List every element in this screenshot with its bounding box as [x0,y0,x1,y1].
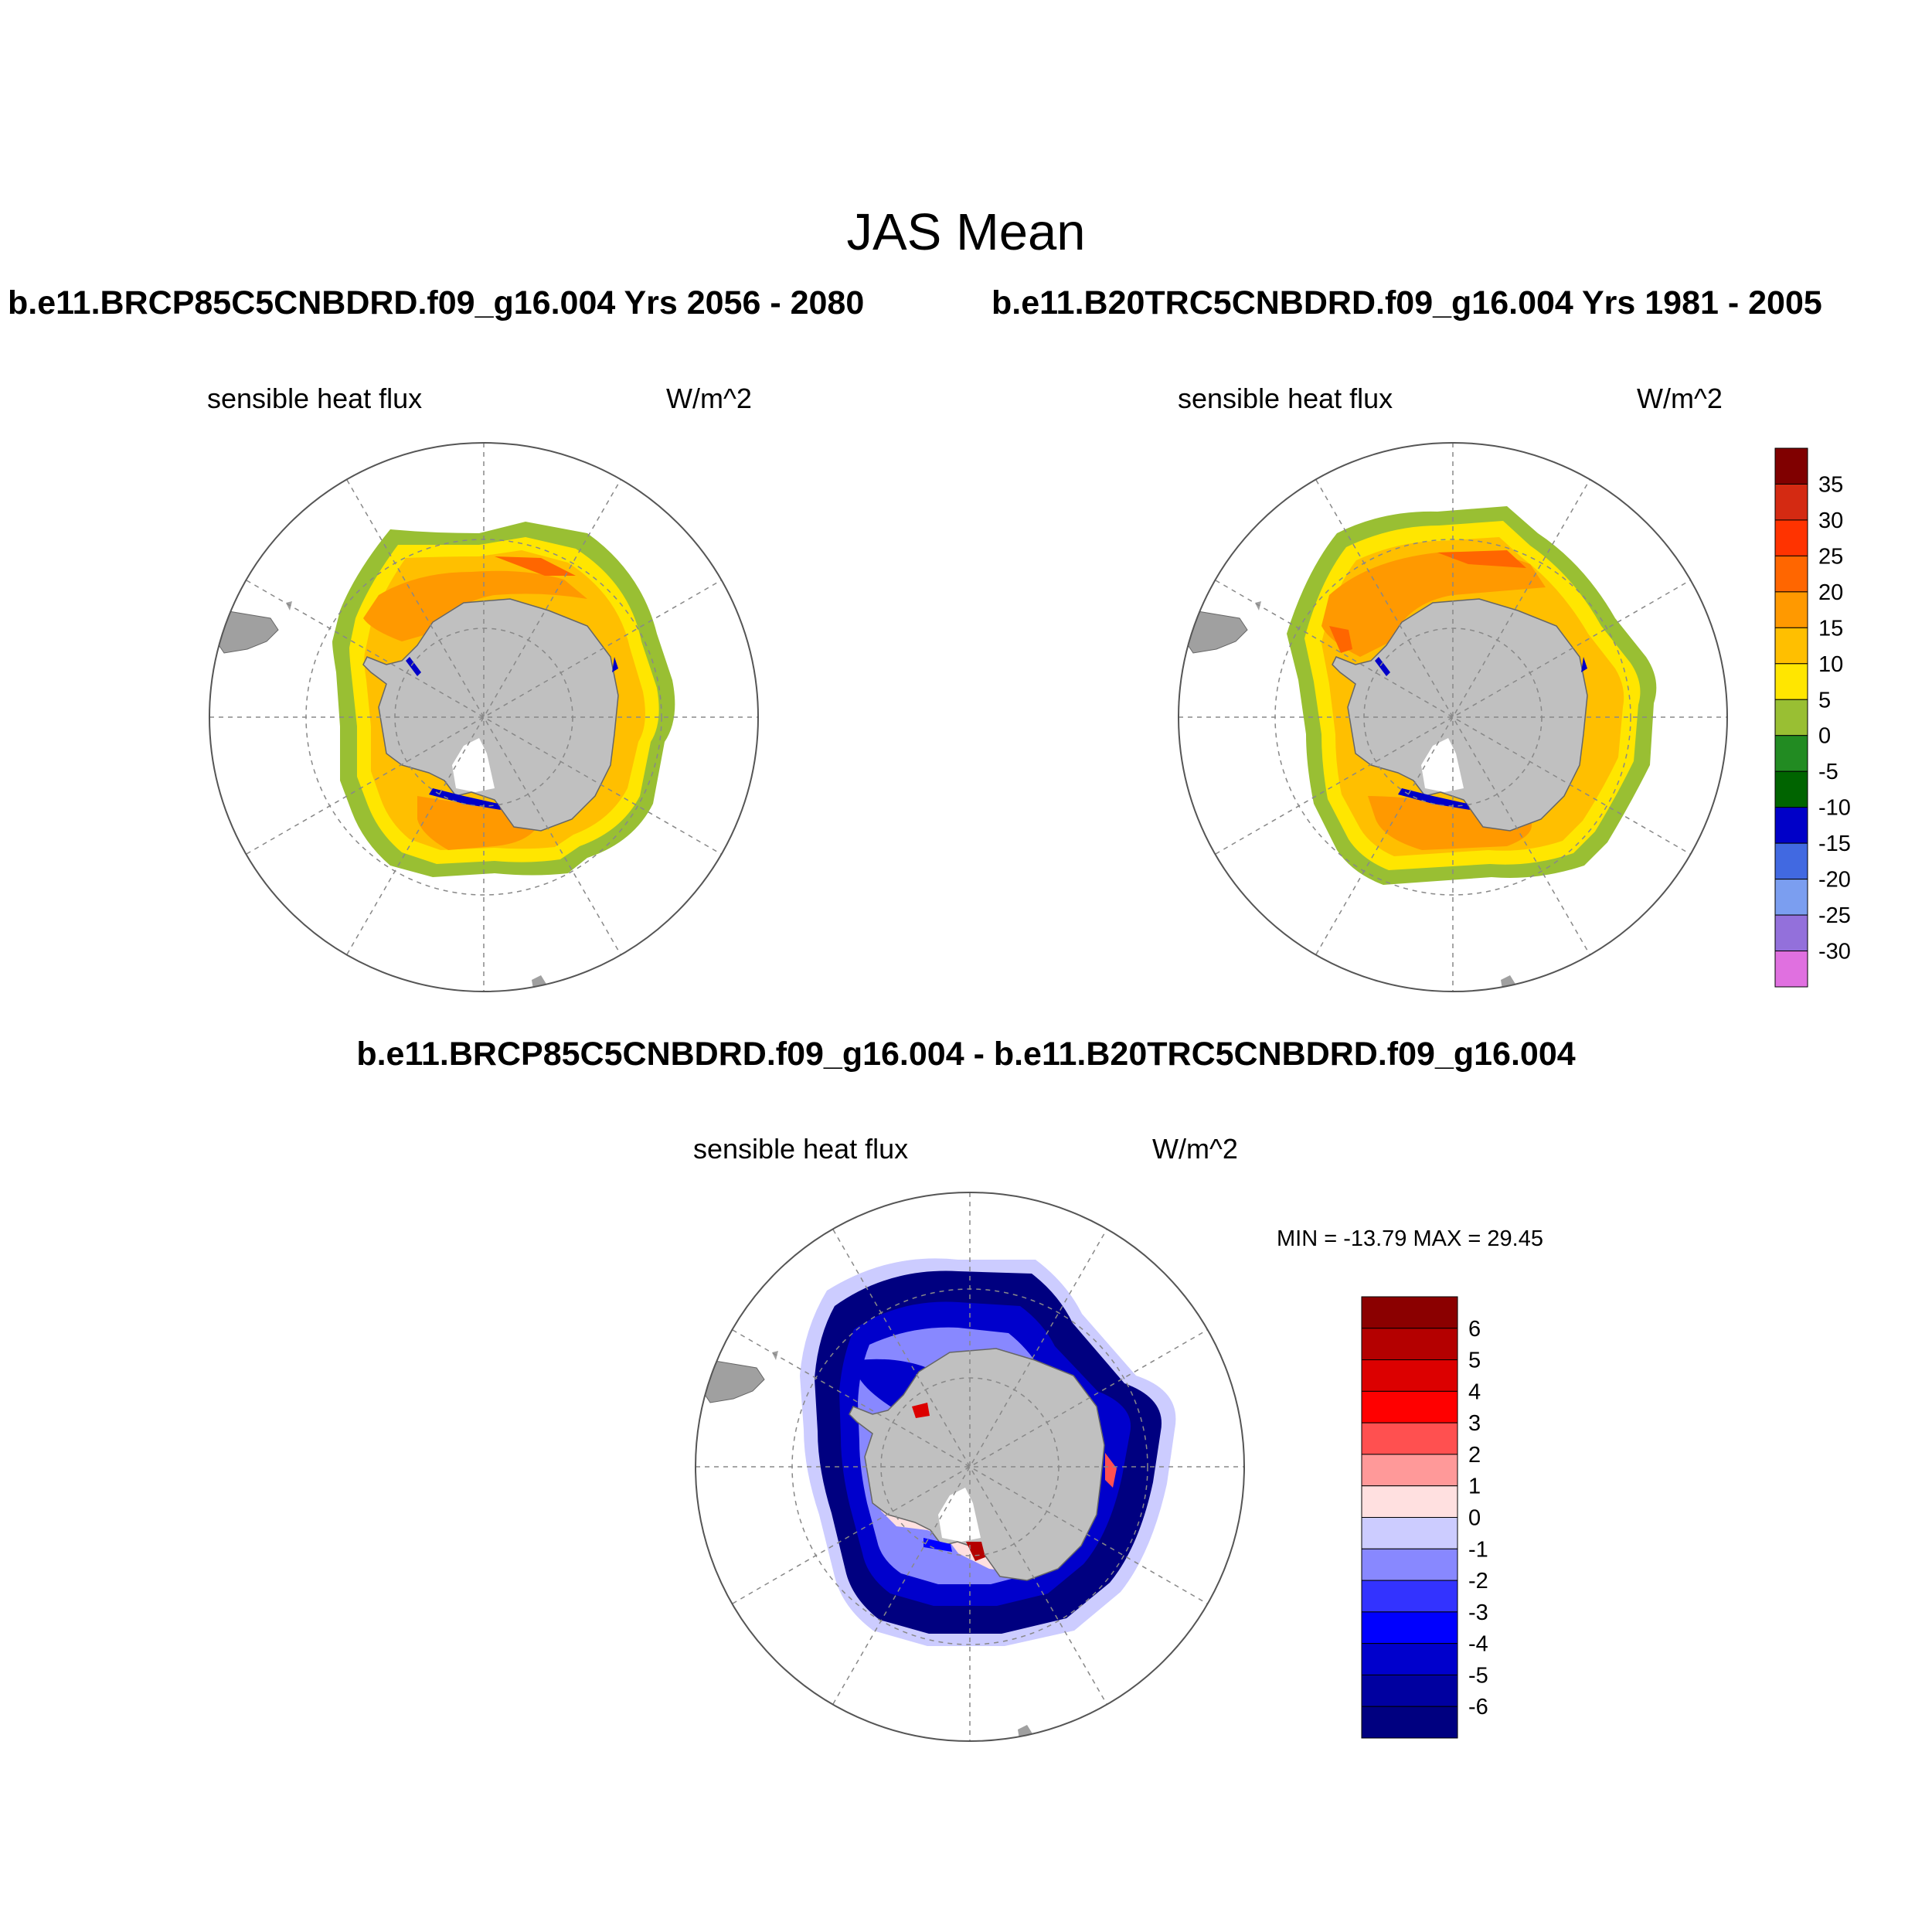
colorbar-diff-tick-label: 2 [1468,1443,1481,1468]
colorbar-mean-swatch [1774,879,1808,916]
colorbar-diff-swatch [1361,1390,1458,1423]
colorbar-mean-swatch [1774,735,1808,772]
colorbar-diff-tick-label: -3 [1468,1600,1488,1625]
colorbar-mean-tick-label: -20 [1818,868,1851,893]
colorbar-mean-tick-label: -25 [1818,903,1851,928]
panel2-units-label: W/m^2 [1637,383,1723,414]
colorbar-diff-tick-label: -2 [1468,1569,1488,1594]
colorbar-diff-swatch [1361,1359,1458,1392]
colorbar-diff-tick-label: 5 [1468,1349,1481,1373]
colorbar-mean-tick-label: -5 [1818,760,1838,784]
map1-gridlines [209,443,758,992]
flux-band-15to20-north [1321,552,1546,657]
colorbar-diff-swatch [1361,1328,1458,1361]
diff-red-weddell [912,1403,930,1418]
colorbar-mean-tick-label: -10 [1818,796,1851,821]
colorbar-mean-tick-label: 35 [1818,472,1843,497]
colorbar-mean-tick-label: 20 [1818,580,1843,605]
colorbar-diff-tick-label: 0 [1468,1506,1481,1531]
colorbar-mean-swatch [1774,555,1808,593]
colorbar-mean-swatch [1774,842,1808,880]
polar-map-future [209,443,758,992]
panel1-units-label: W/m^2 [666,383,752,414]
colorbar-mean-swatch [1774,591,1808,628]
colorbar-diff-tick-label: 6 [1468,1317,1481,1342]
figure-title: JAS Mean [846,203,1086,261]
polar-map-historical [1179,443,1727,992]
flux-band-15to20-north [363,570,587,641]
colorbar-diff-tick-label: -6 [1468,1695,1488,1719]
flux-band-15to20-south [1368,796,1532,850]
colorbar-diff-swatch [1361,1580,1458,1613]
colorbar-mean-tick-label: -30 [1818,940,1851,964]
colorbar-diff-swatch [1361,1611,1458,1645]
colorbar-mean-swatch [1774,770,1808,808]
difference-case-title: b.e11.BRCP85C5CNBDRD.f09_g16.004 - b.e11… [356,1036,1576,1073]
colorbar-mean-tick-label: 15 [1818,616,1843,641]
colorbar-mean-swatch [1774,807,1808,844]
colorbar-diff-swatch [1361,1454,1458,1487]
colorbar-mean-tick-label: -15 [1818,832,1851,856]
map3-boundary [695,1192,1245,1742]
colorbar-mean-tick-label: 0 [1818,724,1831,749]
colorbar-diff-tick-label: -4 [1468,1632,1488,1657]
colorbar-diff-tick-label: 3 [1468,1411,1481,1436]
diff-min-max-stats: MIN = -13.79 MAX = 29.45 [1277,1226,1543,1251]
colorbar-diff-swatch [1361,1674,1458,1707]
panel1-variable-label: sensible heat flux [207,383,423,414]
colorbar-mean-tick-label: 10 [1818,652,1843,677]
colorbar-mean-swatch [1774,447,1808,485]
colorbar-mean-tick-label: 30 [1818,509,1843,533]
colorbar-diff-tick-label: -1 [1468,1537,1488,1562]
antarctica-landmass [1332,598,1588,832]
colorbar-mean-tick-label: 25 [1818,544,1843,569]
diff-red-ross [966,1542,985,1561]
antarctica-landmass [362,598,619,832]
colorbar-diff-tick-label: 1 [1468,1475,1481,1499]
colorbar-mean-swatch [1774,951,1808,988]
colorbar-diff: 6 5 4 3 2 1 0 -1 -2 -3 -4 -5 -6 [1361,1296,1488,1739]
map3-gridlines [696,1192,1244,1741]
map1-boundary [209,442,759,992]
colorbar-diff-swatch [1361,1296,1458,1329]
map2-gridlines [1179,443,1727,992]
colorbar-diff-tick-label: -5 [1468,1663,1488,1688]
panel2-variable-label: sensible heat flux [1178,383,1393,414]
colorbar-diff-swatch [1361,1706,1458,1739]
colorbar-mean: 35 30 25 20 15 10 5 0 -5 -10 -15 -20 -25 -30 [1774,447,1851,988]
colorbar-diff-swatch [1361,1643,1458,1675]
colorbar-mean-swatch [1774,699,1808,736]
polar-map-difference [696,1192,1244,1741]
top-left-case-title: b.e11.BRCP85C5CNBDRD.f09_g16.004 Yrs 205… [8,284,865,321]
colorbar-diff-tick-label: 4 [1468,1379,1481,1404]
colorbar-mean-swatch [1774,483,1808,521]
colorbar-diff-swatch [1361,1517,1458,1549]
colorbar-mean-swatch [1774,627,1808,665]
colorbar-mean-swatch [1774,519,1808,556]
colorbar-diff-swatch [1361,1422,1458,1455]
colorbar-mean-swatch [1774,663,1808,700]
colorbar-diff-swatch [1361,1548,1458,1581]
top-right-case-title: b.e11.B20TRC5CNBDRD.f09_g16.004 Yrs 1981… [992,284,1822,321]
flux-band-20to25 [1437,550,1526,568]
map2-boundary [1178,442,1728,992]
flux-band-20to25 [495,556,576,576]
flux-band-15to20-south [417,796,541,850]
colorbar-diff-swatch [1361,1485,1458,1518]
panel3-variable-label: sensible heat flux [693,1133,909,1165]
panel3-units-label: W/m^2 [1152,1133,1238,1165]
colorbar-mean-swatch [1774,914,1808,952]
colorbar-mean-tick-label: 5 [1818,688,1831,713]
